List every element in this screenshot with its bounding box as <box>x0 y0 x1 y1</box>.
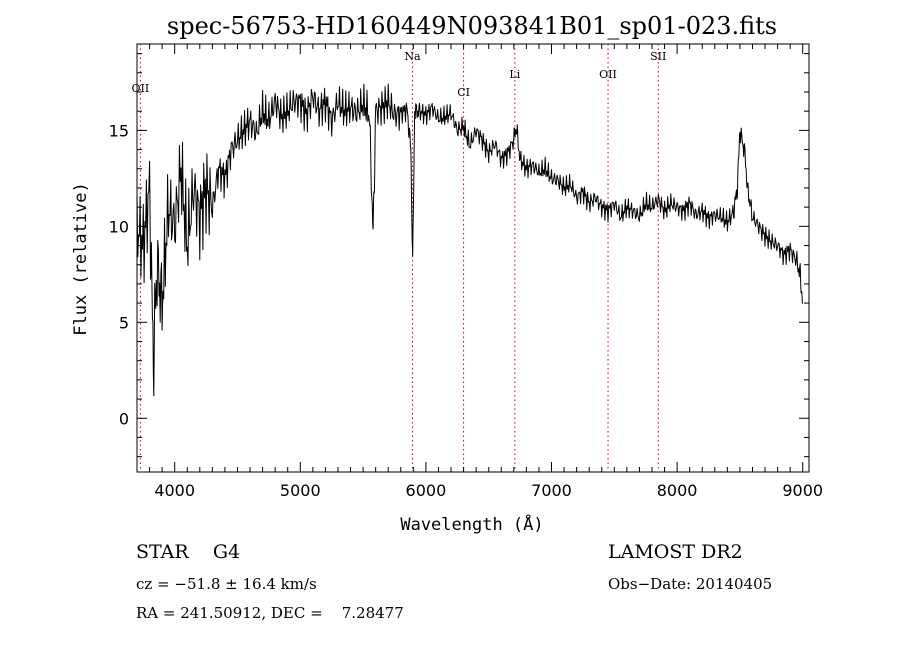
y-axis-label: Flux (relative) <box>71 182 91 336</box>
x-tick-label: 9000 <box>782 481 823 500</box>
x-tick-label: 5000 <box>280 481 321 500</box>
chart-title: spec-56753-HD160449N093841B01_sp01-023.f… <box>167 12 777 40</box>
object-class: STAR G4 <box>136 541 241 563</box>
redshift-info: cz = −51.8 ± 16.4 km/s <box>136 575 317 593</box>
coordinates: RA = 241.50912, DEC = 7.28477 <box>136 604 404 622</box>
plot-frame <box>136 43 810 473</box>
emission-line-markers: OII Na CI Li OII SII <box>132 44 666 472</box>
line-marker-label: Li <box>509 68 520 81</box>
y-tick-label: 10 <box>109 217 129 236</box>
x-tick-label: 4000 <box>154 481 195 500</box>
line-marker-label: OII <box>132 82 150 95</box>
x-tick-label: 6000 <box>406 481 447 500</box>
spectrum-series <box>136 83 804 397</box>
observation-date: Obs−Date: 20140405 <box>608 575 773 593</box>
x-tick-label: 8000 <box>657 481 698 500</box>
x-axis-label: Wavelength (Å) <box>400 513 543 535</box>
spectrum-line <box>136 83 804 397</box>
x-tick-label: 7000 <box>531 481 572 500</box>
axis-ticks: 4000 5000 6000 7000 8000 9000 0 5 10 15 <box>109 44 823 500</box>
line-marker-label: SII <box>650 50 666 63</box>
y-tick-label: 15 <box>109 121 129 140</box>
y-tick-label: 0 <box>119 409 129 428</box>
line-marker-label: OII <box>599 68 617 81</box>
survey-name: LAMOST DR2 <box>608 541 743 563</box>
y-tick-label: 5 <box>119 313 129 332</box>
line-marker-label: Na <box>404 50 421 63</box>
line-marker-label: CI <box>457 86 470 99</box>
